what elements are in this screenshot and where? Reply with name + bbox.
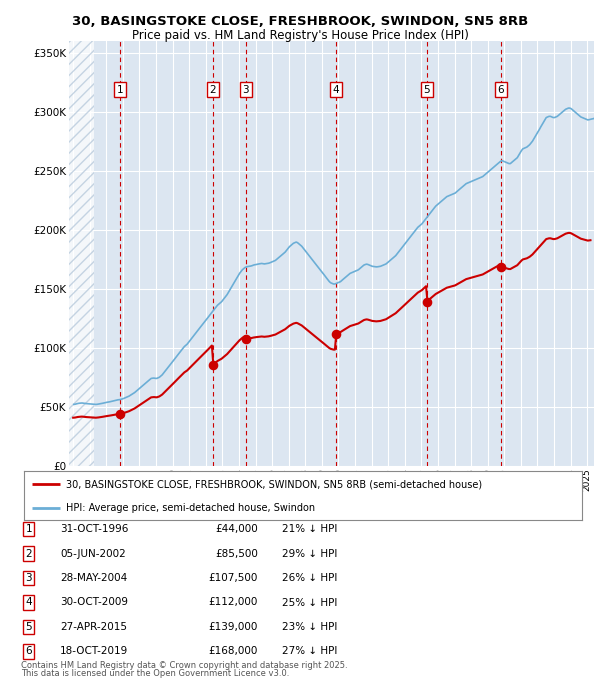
- Text: 25% ↓ HPI: 25% ↓ HPI: [282, 598, 337, 607]
- Text: 31-OCT-1996: 31-OCT-1996: [60, 524, 128, 534]
- Point: [496, 262, 506, 273]
- Text: 5: 5: [25, 622, 32, 632]
- Text: £107,500: £107,500: [209, 573, 258, 583]
- Text: 6: 6: [497, 85, 504, 95]
- Text: 05-JUN-2002: 05-JUN-2002: [60, 549, 126, 558]
- Text: £139,000: £139,000: [209, 622, 258, 632]
- Text: £112,000: £112,000: [209, 598, 258, 607]
- Text: 4: 4: [25, 598, 32, 607]
- Text: 27-APR-2015: 27-APR-2015: [60, 622, 127, 632]
- Text: 26% ↓ HPI: 26% ↓ HPI: [282, 573, 337, 583]
- Text: 1: 1: [117, 85, 124, 95]
- Text: 29% ↓ HPI: 29% ↓ HPI: [282, 549, 337, 558]
- Text: HPI: Average price, semi-detached house, Swindon: HPI: Average price, semi-detached house,…: [66, 503, 315, 513]
- Text: 28-MAY-2004: 28-MAY-2004: [60, 573, 127, 583]
- Point: [115, 409, 125, 420]
- Point: [331, 328, 340, 339]
- Text: £44,000: £44,000: [215, 524, 258, 534]
- Text: £85,500: £85,500: [215, 549, 258, 558]
- Text: 30, BASINGSTOKE CLOSE, FRESHBROOK, SWINDON, SN5 8RB: 30, BASINGSTOKE CLOSE, FRESHBROOK, SWIND…: [72, 15, 528, 28]
- Point: [422, 296, 431, 307]
- Text: This data is licensed under the Open Government Licence v3.0.: This data is licensed under the Open Gov…: [21, 669, 289, 678]
- Text: 6: 6: [25, 647, 32, 656]
- Text: 4: 4: [332, 85, 339, 95]
- Text: Contains HM Land Registry data © Crown copyright and database right 2025.: Contains HM Land Registry data © Crown c…: [21, 662, 347, 670]
- Text: 30-OCT-2009: 30-OCT-2009: [60, 598, 128, 607]
- Text: 5: 5: [423, 85, 430, 95]
- Text: 30, BASINGSTOKE CLOSE, FRESHBROOK, SWINDON, SN5 8RB (semi-detached house): 30, BASINGSTOKE CLOSE, FRESHBROOK, SWIND…: [66, 479, 482, 490]
- Text: 27% ↓ HPI: 27% ↓ HPI: [282, 647, 337, 656]
- Text: Price paid vs. HM Land Registry's House Price Index (HPI): Price paid vs. HM Land Registry's House …: [131, 29, 469, 42]
- Text: £168,000: £168,000: [209, 647, 258, 656]
- Text: 18-OCT-2019: 18-OCT-2019: [60, 647, 128, 656]
- Point: [241, 333, 250, 344]
- Text: 3: 3: [242, 85, 249, 95]
- Text: 21% ↓ HPI: 21% ↓ HPI: [282, 524, 337, 534]
- Bar: [69, 41, 94, 466]
- Text: 2: 2: [209, 85, 216, 95]
- Text: 2: 2: [25, 549, 32, 558]
- Text: 3: 3: [25, 573, 32, 583]
- Point: [208, 360, 218, 371]
- Text: 1: 1: [25, 524, 32, 534]
- Text: 23% ↓ HPI: 23% ↓ HPI: [282, 622, 337, 632]
